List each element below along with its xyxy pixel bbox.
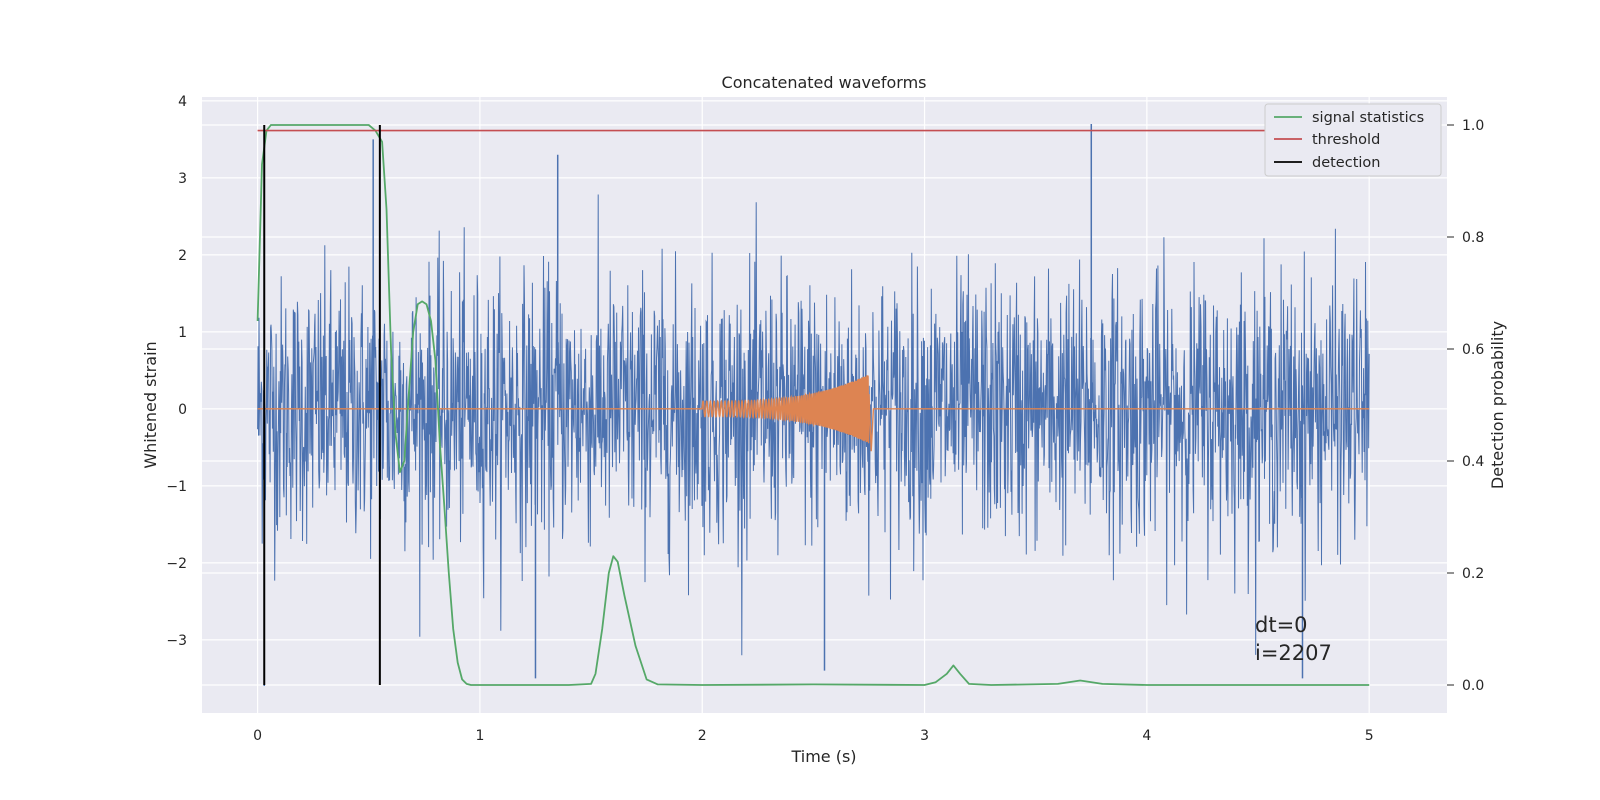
x-tick-label: 1: [475, 728, 484, 744]
x-tick-label: 3: [920, 728, 929, 744]
y-tick-label-right: 1.0: [1462, 118, 1484, 134]
y-tick-label-right: 0.2: [1462, 566, 1484, 582]
x-tick-label: 5: [1365, 728, 1374, 744]
annotation-dt: dt=0: [1255, 613, 1308, 637]
x-tick-label: 0: [253, 728, 262, 744]
y-tick-label-left: 3: [178, 171, 187, 187]
legend: signal statistics threshold detection: [1264, 103, 1442, 177]
y-axis-label-right: Detection probability: [1488, 321, 1507, 489]
y-tick-label-right: 0.8: [1462, 230, 1484, 246]
y-tick-label-left: 0: [178, 402, 187, 418]
annotation: dt=0 i=2207: [1255, 613, 1332, 665]
waveform-line: [257, 375, 1370, 452]
y-tick-label-left: 2: [178, 248, 187, 264]
y-tick-label-left: −1: [166, 479, 187, 495]
y-tick-label-right: 0.6: [1462, 342, 1484, 358]
annotation-i: i=2207: [1255, 641, 1332, 665]
probability-series: [256, 124, 1370, 686]
y-tick-label-left: 1: [178, 325, 187, 341]
x-axis-label: Time (s): [790, 747, 856, 766]
y-tick-label-left: −2: [166, 556, 187, 572]
y-tick-label-left: −3: [166, 633, 187, 649]
signal-statistics-line: [256, 124, 1370, 686]
y-tick-label-right: 0.0: [1462, 678, 1484, 694]
y-tick-label-left: 4: [178, 94, 187, 110]
legend-label-signal-statistics: signal statistics: [1312, 110, 1424, 126]
x-tick-label: 2: [698, 728, 707, 744]
tick-labels: 0 1 2 3 4 5 −3 −2 −1 0 1 2 3 4 0.0 0.2 0.4 0.6 0.8 1.0: [166, 94, 1484, 744]
x-tick-label: 4: [1142, 728, 1151, 744]
chart-title: Concatenated waveforms: [722, 73, 927, 92]
legend-box: [1264, 103, 1442, 177]
y-tick-label-right: 0.4: [1462, 454, 1484, 470]
waveform-series: [257, 375, 1370, 452]
legend-label-detection: detection: [1312, 155, 1380, 171]
legend-label-threshold: threshold: [1312, 132, 1380, 148]
y-axis-label-left: Whitened strain: [141, 341, 160, 468]
